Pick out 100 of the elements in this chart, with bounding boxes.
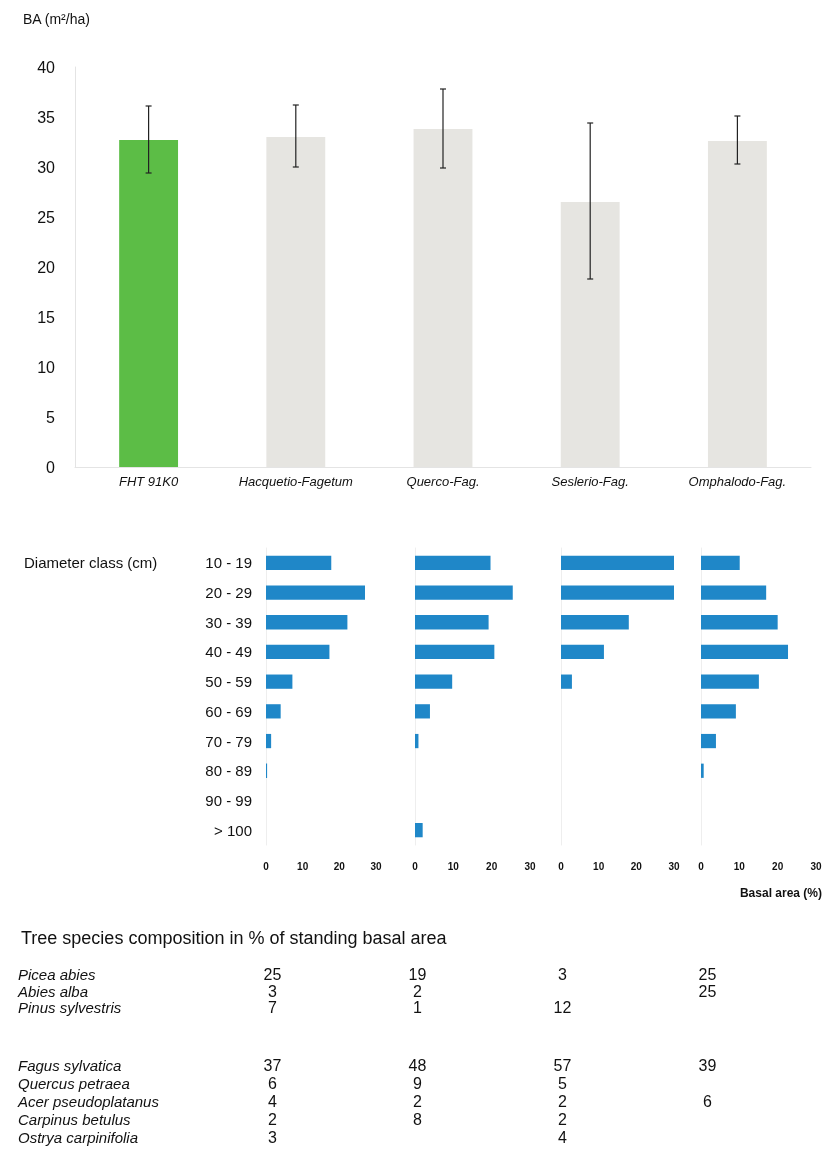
data-label: 7 xyxy=(268,999,278,1017)
y-tick-label: Carpinus betulus xyxy=(18,1110,132,1128)
data-label: 3 xyxy=(558,965,568,983)
data-label: 2 xyxy=(558,1110,568,1128)
bar xyxy=(561,644,604,660)
data-label: 4 xyxy=(558,1128,568,1146)
data-label: 25 xyxy=(698,965,717,983)
x-tick-label: 10 xyxy=(733,860,746,872)
data-label: 57 xyxy=(553,1056,572,1074)
data-label: 39 xyxy=(698,1056,717,1074)
x-tick-label: 20 xyxy=(630,860,643,872)
x-tick-label: Omphalodo-Fag. xyxy=(688,474,787,489)
bar xyxy=(561,585,674,600)
bar xyxy=(119,140,179,467)
data-label: 12 xyxy=(553,999,572,1017)
x-tick-label: FHT 91K0 xyxy=(118,474,179,489)
y-tick-label: 5 xyxy=(46,408,56,426)
bar xyxy=(701,763,704,778)
y-tick-label: 60 - 69 xyxy=(205,702,252,720)
data-label: 25 xyxy=(263,965,282,983)
y-tick-label: 80 - 89 xyxy=(205,762,252,780)
bar xyxy=(415,585,513,600)
x-tick-label: 20 xyxy=(772,860,784,872)
data-label: 9 xyxy=(413,1074,423,1092)
bar xyxy=(266,585,365,600)
bar xyxy=(266,555,332,570)
y-tick-label: 20 xyxy=(37,258,56,276)
bar xyxy=(415,674,453,689)
bar xyxy=(415,823,423,838)
x-tick-label: 20 xyxy=(486,860,498,872)
data-label: 5 xyxy=(558,1074,568,1092)
data-label: 37 xyxy=(263,1056,282,1074)
bar xyxy=(701,674,759,689)
data-label: 6 xyxy=(268,1074,278,1092)
y-tick-label: 90 - 99 xyxy=(205,791,252,809)
y-tick-label: 50 - 59 xyxy=(205,673,252,691)
x-tick-label: 10 xyxy=(447,860,460,872)
bar xyxy=(415,555,491,570)
y-tick-label: 25 xyxy=(37,208,56,226)
y-tick-label: Fagus sylvatica xyxy=(18,1056,122,1074)
bar xyxy=(701,585,767,600)
x-tick-label: 0 xyxy=(558,860,565,872)
y-axis-title: BA (m²/ha) xyxy=(23,11,90,27)
x-tick-label: 20 xyxy=(333,860,346,872)
data-label: 4 xyxy=(268,1092,278,1110)
y-tick-label: 40 - 49 xyxy=(205,643,252,661)
x-tick-label: 30 xyxy=(810,860,822,872)
data-label: 3 xyxy=(268,982,278,1000)
bar xyxy=(266,704,281,719)
y-tick-label: 70 - 79 xyxy=(205,732,252,750)
bar xyxy=(266,615,348,630)
bar xyxy=(701,555,740,570)
bar xyxy=(266,733,272,749)
x-axis-title: Basal area (%) xyxy=(739,886,822,900)
x-tick-label: Hacquetio-Fagetum xyxy=(238,474,354,489)
y-tick-label: 30 - 39 xyxy=(205,613,252,631)
data-label: 2 xyxy=(413,1092,423,1110)
data-label: 19 xyxy=(408,965,427,983)
x-tick-label: 30 xyxy=(524,860,536,872)
data-label: 1 xyxy=(413,999,423,1017)
bar xyxy=(415,615,489,630)
y-tick-label: Pinus sylvestris xyxy=(18,999,122,1017)
data-label: 48 xyxy=(408,1056,427,1074)
y-tick-label: 40 xyxy=(37,58,56,76)
y-tick-label: > 100 xyxy=(214,821,252,839)
y-tick-label: 0 xyxy=(46,458,56,476)
x-tick-label: 0 xyxy=(698,860,705,872)
y-tick-label: 35 xyxy=(37,108,56,126)
x-tick-label: 30 xyxy=(668,860,680,872)
y-tick-label: Acer pseudoplatanus xyxy=(17,1092,160,1110)
bar xyxy=(561,674,572,689)
bar xyxy=(701,704,736,719)
x-tick-label: 10 xyxy=(593,860,605,872)
y-tick-label: Picea abies xyxy=(18,965,97,983)
x-tick-label: Seslerio-Fag. xyxy=(551,474,629,489)
bar xyxy=(561,615,629,630)
chart-title: Tree species composition in % of standing basal area xyxy=(21,928,448,948)
data-label: 6 xyxy=(703,1092,713,1110)
x-tick-label: 10 xyxy=(297,860,309,872)
data-label: 8 xyxy=(413,1110,423,1128)
bar xyxy=(266,644,330,660)
bar xyxy=(415,644,495,660)
y-tick-label: 30 xyxy=(37,158,56,176)
y-tick-label: Quercus petraea xyxy=(18,1074,130,1092)
y-tick-label: 10 xyxy=(37,358,56,376)
y-tick-label: 20 - 29 xyxy=(205,584,252,602)
x-tick-label: Querco-Fag. xyxy=(406,474,480,489)
y-tick-label: Abies alba xyxy=(17,982,89,1000)
y-axis-title: Diameter class (cm) xyxy=(24,554,158,571)
bar xyxy=(701,733,716,749)
data-label: 2 xyxy=(268,1110,278,1128)
data-label: 25 xyxy=(698,982,717,1000)
bar xyxy=(701,615,778,630)
bar xyxy=(701,644,789,660)
bar xyxy=(266,674,293,689)
x-tick-label: 30 xyxy=(370,860,382,872)
y-tick-label: 15 xyxy=(37,308,56,326)
bar xyxy=(561,555,674,570)
x-tick-label: 0 xyxy=(263,860,270,872)
x-tick-label: 0 xyxy=(412,860,419,872)
